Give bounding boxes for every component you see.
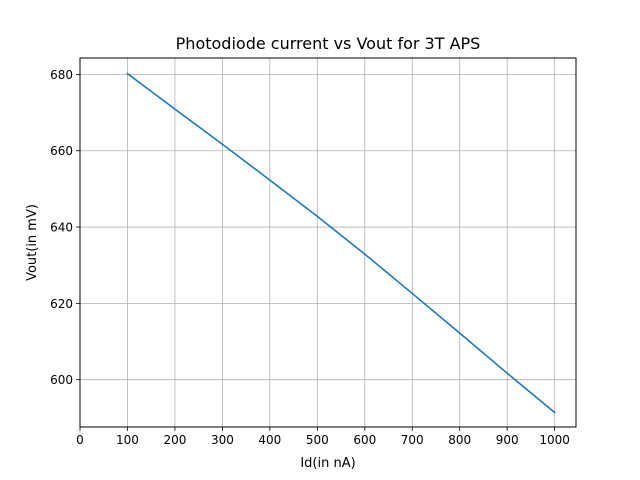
y-tick-label: 640: [50, 221, 73, 235]
x-axis-label: Id(in nA): [300, 456, 355, 471]
y-tick-label: 680: [50, 68, 73, 82]
x-tick-label: 0: [76, 433, 84, 447]
x-tick-label: 100: [116, 433, 139, 447]
x-tick-label: 200: [163, 433, 186, 447]
chart-title: Photodiode current vs Vout for 3T APS: [176, 34, 481, 53]
y-axis-ticks: 600 620 640 660 680: [50, 68, 80, 387]
x-tick-label: 600: [353, 433, 376, 447]
x-tick-label: 900: [496, 433, 519, 447]
y-tick-label: 660: [50, 144, 73, 158]
y-tick-label: 620: [50, 297, 73, 311]
x-tick-label: 800: [448, 433, 471, 447]
x-tick-label: 500: [306, 433, 329, 447]
x-tick-label: 400: [258, 433, 281, 447]
series-line: [126, 72, 556, 414]
series-layer: [126, 72, 556, 414]
x-tick-label: 300: [211, 433, 234, 447]
x-tick-label: 700: [401, 433, 424, 447]
plot-frame: [79, 57, 577, 428]
x-tick-label: 1000: [539, 433, 570, 447]
x-axis-ticks: 0 100 200 300 400 500 600 700 800 900 1000: [76, 427, 570, 447]
grid: [79, 58, 576, 427]
y-tick-label: 600: [50, 373, 73, 387]
y-axis-label: Vout(in mV): [25, 204, 40, 281]
